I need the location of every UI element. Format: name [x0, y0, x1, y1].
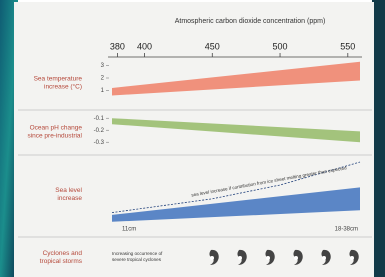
x-tick-label: 550 — [340, 41, 355, 51]
y-axis-label: increase — [57, 195, 82, 202]
end-label: 18-38cm — [335, 227, 358, 233]
y-tick-label: -0.3 — [94, 140, 105, 146]
y-axis-label: tropical storms — [40, 258, 83, 265]
x-tick-label: 450 — [205, 41, 220, 51]
chart-title: Atmospheric carbon dioxide concentration… — [175, 18, 326, 25]
y-tick-label: -0.1 — [94, 116, 105, 122]
y-tick-label: -0.2 — [94, 128, 105, 134]
note: severe tropical cyclones — [112, 257, 162, 262]
start-label: 11cm — [122, 227, 136, 233]
page: {"chart_data": {"type": "band-panels", "… — [0, 0, 385, 277]
y-axis-label: Cyclones and — [43, 250, 83, 257]
x-tick-label: 400 — [137, 41, 152, 51]
y-axis-label: since pre-industrial — [27, 133, 82, 140]
y-axis-label: Ocean pH change — [30, 125, 83, 132]
y-axis-label: Sea level — [55, 187, 82, 194]
chart: Atmospheric carbon dioxide concentration… — [0, 0, 385, 277]
x-tick-label: 500 — [273, 41, 288, 51]
x-tick-label: 380 — [110, 41, 125, 51]
y-axis-label: Sea temperature — [34, 76, 83, 83]
y-axis-label: increase (°C) — [44, 83, 82, 91]
note: Increasing occurrence of — [112, 251, 163, 256]
